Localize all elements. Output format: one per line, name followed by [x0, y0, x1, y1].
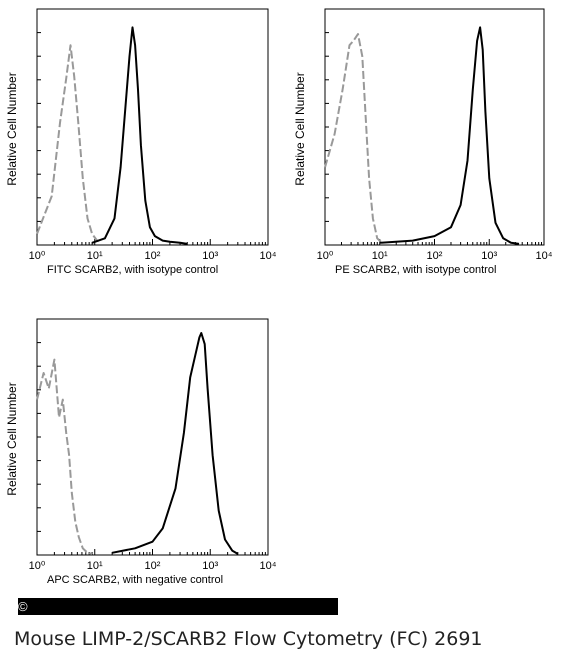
x-tick-label: 10⁰ — [317, 250, 334, 262]
x-tick-label: 10¹ — [372, 250, 388, 262]
sample-histogram-series — [91, 26, 188, 245]
x-tick-label: 10⁴ — [260, 250, 277, 262]
histogram-panel-3: 10⁰ 10¹ 10² 10³ 10⁴ APC SCARB2, with negative… — [5, 318, 277, 586]
x-tick-label: 10² — [145, 560, 161, 572]
x-axis-label: APC SCARB2, with negative control — [47, 574, 223, 586]
x-tick-label: 10² — [145, 250, 161, 262]
x-tick-label: 10⁴ — [536, 250, 553, 262]
x-tick-label: 10¹ — [87, 560, 103, 572]
x-tick-label: 10⁴ — [260, 560, 277, 572]
histogram-panel-1: 10⁰ 10¹ 10² 10³ 10⁴ FITC SCARB2, with isotype… — [5, 8, 277, 276]
plot-frame — [324, 8, 545, 246]
x-tick-label: 10¹ — [87, 250, 103, 262]
copyright-symbol: © — [18, 599, 28, 614]
control-histogram-series — [324, 33, 383, 244]
x-axis-label: PE SCARB2, with isotype control — [335, 264, 496, 276]
control-histogram-series — [36, 44, 102, 244]
histogram-panels: 10⁰ 10¹ 10² 10³ 10⁴ FITC SCARB2, with isotype… — [5, 8, 553, 586]
x-tick-label: 10⁰ — [29, 250, 46, 262]
x-tick-label: 10³ — [481, 250, 497, 262]
x-tick-label: 10³ — [202, 560, 218, 572]
control-histogram-series — [36, 358, 93, 555]
x-axis-label: FITC SCARB2, with isotype control — [47, 264, 218, 276]
plot-frame — [36, 318, 269, 556]
y-axis-label: Relative Cell Number — [5, 382, 19, 495]
x-tick-label: 10³ — [202, 250, 218, 262]
y-axis-label: Relative Cell Number — [5, 72, 19, 185]
x-tick-label: 10⁰ — [29, 560, 46, 572]
plot-frame — [36, 8, 269, 246]
redacted-watermark-bar — [18, 598, 338, 615]
sample-histogram-series — [379, 26, 520, 245]
y-axis-label: Relative Cell Number — [293, 72, 307, 185]
figure-caption: Mouse LIMP-2/SCARB2 Flow Cytometry (FC) … — [14, 628, 483, 650]
sample-histogram-series — [111, 332, 239, 555]
histogram-panel-2: 10⁰ 10¹ 10² 10³ 10⁴ PE SCARB2, with isotype c… — [293, 8, 553, 276]
x-tick-label: 10² — [427, 250, 443, 262]
